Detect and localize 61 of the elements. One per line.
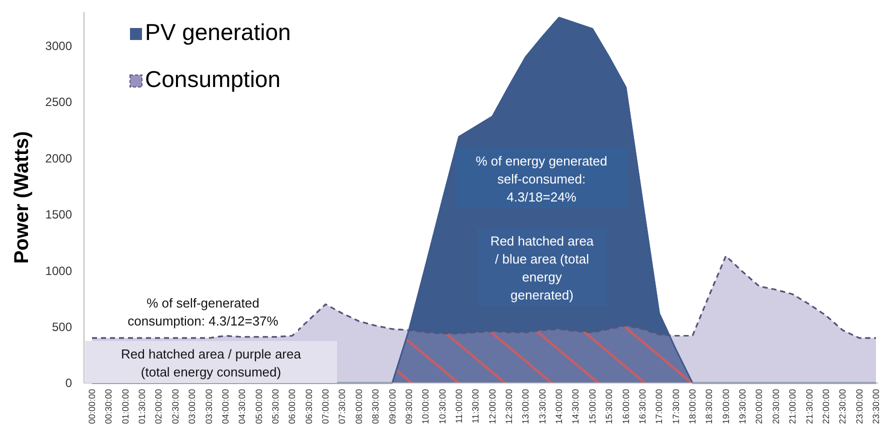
- x-tick-label: 06:30:00: [304, 389, 314, 424]
- x-tick-label: 20:30:00: [770, 389, 781, 424]
- x-tick-label: 10:30:00: [437, 389, 448, 424]
- y-tick-label: 1000: [45, 264, 72, 278]
- x-tick-label: 15:30:00: [604, 389, 614, 424]
- legend-label: PV generation: [145, 19, 291, 45]
- x-tick-label: 17:30:00: [670, 389, 681, 424]
- x-tick-label: 17:00:00: [654, 389, 664, 424]
- x-tick-label: 23:30:00: [871, 389, 881, 424]
- x-tick-label: 08:30:00: [370, 389, 381, 424]
- x-tick-label: 09:00:00: [387, 389, 398, 424]
- annotation: Red hatched area / purple area (total energy consumed): [121, 346, 302, 380]
- x-tick-label: 03:30:00: [204, 389, 214, 424]
- y-tick-label: 2000: [45, 151, 72, 166]
- x-tick-label: 22:00:00: [820, 389, 831, 424]
- x-tick-label: 16:00:00: [620, 389, 631, 424]
- x-tick-label: 02:00:00: [154, 389, 164, 424]
- legend-label: Consumption: [145, 66, 281, 92]
- x-tick-label: 04:30:00: [237, 389, 248, 424]
- x-tick-label: 11:30:00: [470, 389, 481, 424]
- x-tick-label: 14:30:00: [570, 389, 581, 424]
- x-tick-label: 02:30:00: [170, 389, 180, 424]
- x-tick-label: 23:00:00: [854, 389, 864, 424]
- x-tick-label: 05:00:00: [254, 389, 264, 424]
- y-tick-label: 1500: [45, 208, 72, 222]
- y-tick-label: 3000: [45, 38, 72, 53]
- x-tick-label: 09:30:00: [404, 389, 414, 424]
- x-tick-label: 16:30:00: [637, 389, 648, 424]
- x-tick-label: 11:00:00: [454, 389, 464, 424]
- x-tick-label: 19:00:00: [720, 389, 731, 424]
- x-tick-label: 07:30:00: [337, 389, 348, 424]
- x-tick-label: 00:00:00: [87, 389, 97, 424]
- x-tick-label: 18:30:00: [704, 389, 714, 424]
- annotation: Red hatched area / blue area (total energy generated): [490, 233, 594, 302]
- y-axis-title: Power (Watts): [11, 131, 33, 264]
- y-tick-label: 2500: [45, 95, 72, 110]
- x-tick-label: 01:00:00: [120, 389, 130, 424]
- x-tick-label: 21:00:00: [788, 389, 798, 424]
- x-tick-label: 20:00:00: [754, 389, 764, 424]
- x-tick-label: 12:30:00: [504, 389, 514, 424]
- x-tick-label: 13:00:00: [520, 389, 531, 424]
- x-tick-label: 12:00:00: [487, 389, 498, 424]
- x-tick-label: 18:00:00: [688, 389, 698, 424]
- x-tick-label: 13:30:00: [537, 389, 548, 424]
- x-tick-label: 05:30:00: [270, 389, 280, 424]
- y-tick-label: 500: [52, 320, 72, 334]
- x-tick-label: 06:00:00: [287, 389, 298, 424]
- x-tick-label: 21:30:00: [804, 389, 814, 424]
- x-tick-label: 14:00:00: [554, 389, 564, 424]
- x-tick-label: 10:00:00: [420, 389, 431, 424]
- x-tick-label: 04:00:00: [220, 389, 230, 424]
- x-tick-label: 03:00:00: [187, 389, 198, 424]
- x-tick-label: 19:30:00: [738, 389, 748, 424]
- annotation: % of energy generated self-consumed: 4.3/18=24%: [476, 153, 608, 204]
- y-tick-label: 0: [65, 376, 72, 390]
- x-tick-label: 15:00:00: [587, 389, 598, 424]
- x-tick-label: 08:00:00: [354, 389, 364, 424]
- x-tick-label: 00:30:00: [104, 389, 114, 424]
- x-tick-label: 22:30:00: [838, 389, 848, 424]
- x-tick-label: 01:30:00: [137, 389, 148, 424]
- x-tick-label: 07:00:00: [320, 389, 331, 424]
